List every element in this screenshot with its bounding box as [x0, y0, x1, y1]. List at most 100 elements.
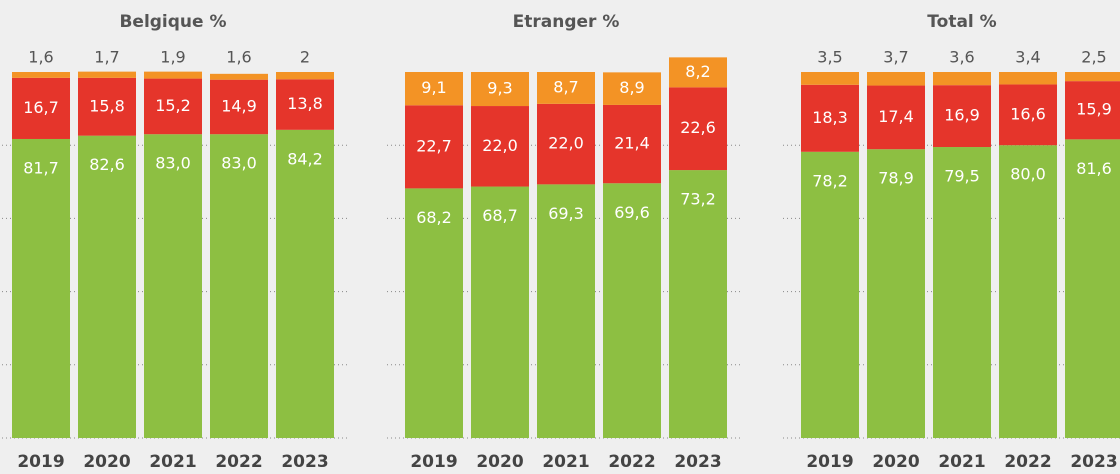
data-label: 2,5 [1081, 48, 1106, 67]
bar-segment [12, 138, 70, 438]
chart-title: Etranger % [513, 12, 620, 32]
bar-segment [471, 72, 529, 107]
bar-segment [801, 84, 859, 152]
bar-segment [669, 87, 727, 171]
bar-segment [999, 72, 1057, 85]
bar-segment [801, 151, 859, 438]
data-label: 83,0 [221, 154, 257, 173]
data-label: 16,6 [1010, 104, 1046, 123]
x-tick-label: 2023 [674, 452, 721, 472]
data-label: 14,9 [221, 96, 257, 115]
data-label: 69,6 [614, 203, 650, 222]
data-label: 22,7 [416, 136, 452, 155]
bar-segment [933, 147, 991, 438]
bar-segment [276, 79, 334, 130]
bar-segment [210, 79, 268, 135]
x-tick-label: 2019 [806, 452, 853, 472]
bar-segment [1065, 72, 1120, 82]
bar-segment [669, 170, 727, 438]
data-label: 15,8 [89, 96, 125, 115]
bar-segment [405, 105, 463, 189]
bar-segment [537, 72, 595, 104]
x-tick-label: 2021 [149, 452, 196, 472]
bar-segment [276, 129, 334, 438]
bar-segment [471, 106, 529, 187]
bar-segment [537, 103, 595, 185]
bar-segment [210, 134, 268, 438]
bar-segment [867, 72, 925, 86]
data-label: 69,3 [548, 204, 584, 223]
x-tick-label: 2019 [410, 452, 457, 472]
data-label: 16,9 [944, 106, 980, 125]
bar-segment [603, 72, 661, 105]
data-label: 78,2 [812, 171, 848, 190]
bar-segment [405, 72, 463, 106]
data-label: 1,6 [28, 48, 53, 67]
x-tick-label: 2019 [17, 452, 64, 472]
data-label: 21,4 [614, 134, 650, 153]
data-label: 22,0 [548, 134, 584, 153]
bar-segment [801, 72, 859, 85]
bar-segment [1065, 81, 1120, 140]
data-label: 84,2 [287, 149, 323, 168]
bar-segment [933, 85, 991, 148]
bar-segment [669, 57, 727, 88]
bar-segment [276, 72, 334, 80]
data-label: 78,9 [878, 169, 914, 188]
data-label: 18,3 [812, 108, 848, 127]
bar-segment [999, 84, 1057, 146]
x-tick-label: 2023 [1070, 452, 1117, 472]
data-label: 1,6 [226, 48, 251, 67]
bar-segment [1065, 139, 1120, 438]
data-label: 3,7 [883, 48, 908, 67]
data-label: 80,0 [1010, 165, 1046, 184]
bar-segment [144, 71, 202, 79]
bar-segment [144, 134, 202, 438]
data-label: 81,7 [23, 158, 59, 177]
data-label: 8,7 [553, 77, 578, 96]
data-label: 82,6 [89, 155, 125, 174]
chart-title: Total % [927, 12, 996, 32]
bar-segment [471, 186, 529, 438]
chart-title: Belgique % [119, 12, 226, 32]
data-label: 1,9 [160, 48, 185, 67]
data-label: 1,7 [94, 48, 119, 67]
bar-segment [78, 71, 136, 78]
data-label: 13,8 [287, 94, 323, 113]
bar-segment [603, 104, 661, 184]
x-tick-label: 2020 [83, 452, 130, 472]
data-label: 22,6 [680, 118, 716, 137]
data-label: 9,3 [487, 79, 512, 98]
bar-segment [12, 72, 70, 78]
data-label: 15,2 [155, 96, 191, 115]
bar-segment [12, 77, 70, 139]
x-tick-label: 2021 [938, 452, 985, 472]
x-tick-label: 2022 [608, 452, 655, 472]
data-label: 79,5 [944, 167, 980, 186]
data-label: 15,9 [1076, 100, 1112, 119]
data-label: 3,4 [1015, 48, 1040, 67]
bar-segment [78, 135, 136, 438]
data-label: 81,6 [1076, 159, 1112, 178]
x-tick-label: 2021 [542, 452, 589, 472]
data-label: 16,7 [23, 98, 59, 117]
data-label: 3,5 [817, 48, 842, 67]
bar-segment [603, 183, 661, 438]
bar-segment [867, 85, 925, 150]
x-tick-label: 2020 [872, 452, 919, 472]
bar-segment [405, 188, 463, 438]
bar-segment [144, 78, 202, 135]
x-tick-label: 2020 [476, 452, 523, 472]
bar-segment [933, 72, 991, 86]
bar-segment [867, 149, 925, 438]
x-tick-label: 2023 [281, 452, 328, 472]
data-label: 9,1 [421, 78, 446, 97]
bar-segment [210, 73, 268, 80]
data-label: 8,9 [619, 78, 644, 97]
bar-segment [999, 145, 1057, 438]
data-label: 68,7 [482, 206, 518, 225]
bar-segment [537, 184, 595, 438]
x-tick-label: 2022 [1004, 452, 1051, 472]
